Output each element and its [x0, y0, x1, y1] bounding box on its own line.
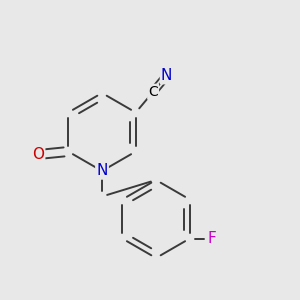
- Text: N: N: [96, 164, 108, 178]
- Text: F: F: [208, 231, 217, 246]
- Text: C: C: [148, 85, 158, 99]
- Text: N: N: [161, 68, 172, 83]
- Text: O: O: [32, 147, 44, 162]
